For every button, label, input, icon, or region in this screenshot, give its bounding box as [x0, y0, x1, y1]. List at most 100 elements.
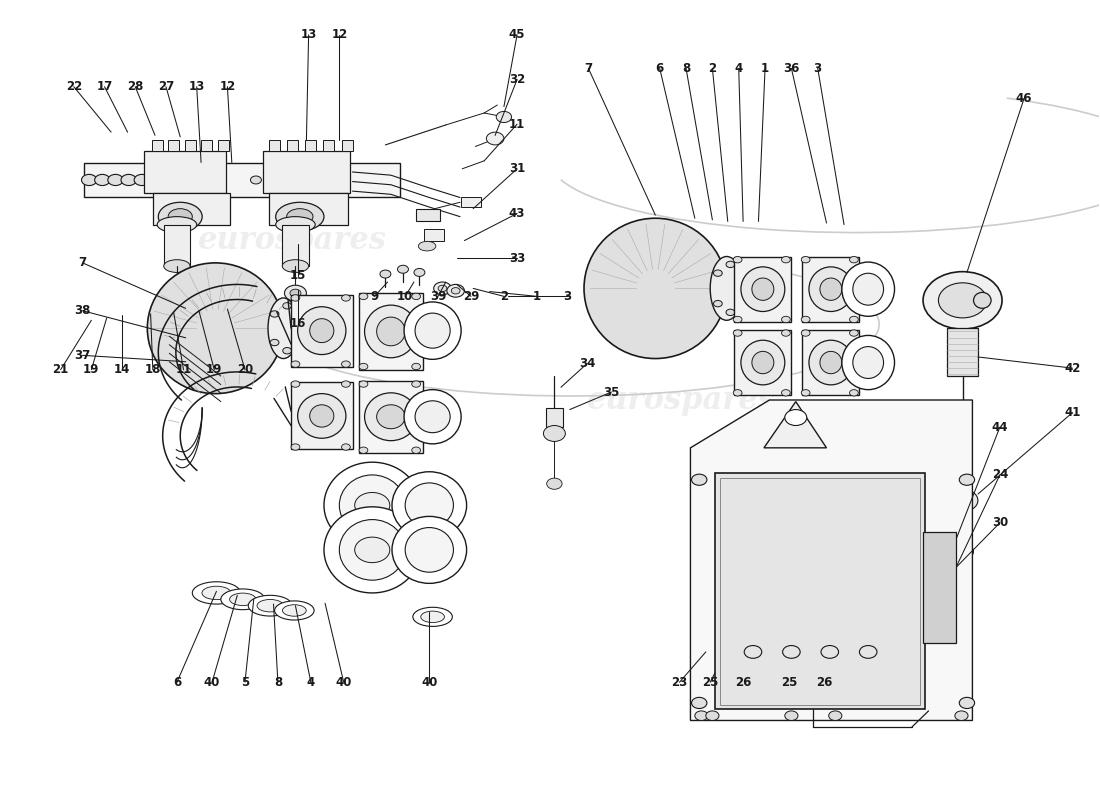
- Circle shape: [849, 330, 858, 336]
- Ellipse shape: [324, 462, 420, 548]
- Bar: [424, 230, 443, 241]
- Text: 45: 45: [509, 28, 526, 42]
- Bar: [546, 408, 563, 427]
- Text: 27: 27: [157, 80, 174, 93]
- Circle shape: [726, 262, 735, 268]
- Ellipse shape: [158, 202, 202, 231]
- Circle shape: [134, 174, 150, 186]
- Circle shape: [828, 711, 842, 721]
- Text: 4: 4: [735, 62, 743, 75]
- Ellipse shape: [147, 263, 284, 394]
- Circle shape: [849, 257, 858, 263]
- Circle shape: [414, 269, 425, 277]
- Circle shape: [172, 289, 183, 297]
- Circle shape: [734, 390, 742, 396]
- Circle shape: [486, 132, 504, 145]
- Circle shape: [283, 347, 292, 354]
- Ellipse shape: [418, 242, 436, 251]
- Circle shape: [397, 266, 408, 274]
- Ellipse shape: [287, 209, 314, 225]
- Bar: [168, 140, 179, 151]
- Ellipse shape: [852, 274, 883, 305]
- Circle shape: [285, 286, 307, 301]
- Bar: [923, 531, 956, 643]
- Text: 2: 2: [499, 290, 508, 303]
- Text: 42: 42: [1064, 362, 1080, 374]
- Text: 8: 8: [682, 62, 690, 75]
- Bar: [185, 140, 196, 151]
- Circle shape: [359, 381, 367, 387]
- Ellipse shape: [842, 262, 894, 316]
- Circle shape: [952, 543, 974, 559]
- Ellipse shape: [808, 267, 852, 311]
- Text: 19: 19: [84, 363, 99, 376]
- Bar: [715, 474, 925, 710]
- Circle shape: [801, 316, 810, 322]
- Text: 38: 38: [75, 304, 91, 318]
- Ellipse shape: [711, 257, 744, 320]
- Circle shape: [411, 293, 420, 299]
- Circle shape: [168, 315, 186, 328]
- Circle shape: [784, 711, 798, 721]
- Circle shape: [734, 330, 742, 336]
- Bar: [735, 257, 791, 322]
- Text: 40: 40: [336, 676, 352, 689]
- Ellipse shape: [415, 401, 450, 433]
- Circle shape: [438, 285, 447, 291]
- Circle shape: [341, 294, 350, 301]
- Circle shape: [745, 646, 762, 658]
- Text: 30: 30: [992, 516, 1008, 530]
- Ellipse shape: [752, 278, 773, 300]
- Circle shape: [354, 493, 389, 518]
- Ellipse shape: [276, 202, 324, 231]
- Bar: [720, 478, 920, 705]
- Circle shape: [947, 490, 978, 512]
- Ellipse shape: [741, 267, 784, 311]
- Bar: [263, 151, 350, 193]
- Text: 3: 3: [814, 62, 822, 75]
- Circle shape: [341, 381, 350, 387]
- Text: 35: 35: [603, 386, 619, 398]
- Circle shape: [959, 698, 975, 709]
- Text: 32: 32: [509, 73, 525, 86]
- Ellipse shape: [298, 394, 345, 438]
- Ellipse shape: [298, 306, 345, 354]
- Circle shape: [695, 711, 708, 721]
- Circle shape: [287, 315, 305, 328]
- Ellipse shape: [202, 586, 231, 600]
- Bar: [461, 197, 481, 207]
- Text: 17: 17: [97, 80, 112, 93]
- Text: 1: 1: [532, 290, 541, 303]
- Text: 34: 34: [579, 357, 595, 370]
- Ellipse shape: [852, 346, 883, 378]
- Circle shape: [292, 444, 300, 450]
- Text: 46: 46: [1015, 92, 1032, 105]
- Text: 29: 29: [463, 290, 480, 303]
- Polygon shape: [764, 402, 826, 448]
- Ellipse shape: [808, 340, 852, 385]
- Circle shape: [121, 174, 136, 186]
- Bar: [153, 193, 230, 225]
- Ellipse shape: [392, 516, 466, 583]
- Text: 6: 6: [656, 62, 663, 75]
- Bar: [292, 294, 352, 366]
- Ellipse shape: [376, 317, 405, 346]
- Circle shape: [781, 257, 790, 263]
- Ellipse shape: [164, 260, 190, 273]
- Ellipse shape: [412, 607, 452, 626]
- Text: 16: 16: [289, 317, 306, 330]
- Text: 5: 5: [241, 676, 249, 689]
- Circle shape: [923, 272, 1002, 329]
- Ellipse shape: [192, 582, 241, 604]
- Ellipse shape: [283, 260, 309, 273]
- Ellipse shape: [283, 605, 306, 616]
- Bar: [802, 330, 859, 395]
- Circle shape: [341, 361, 350, 367]
- Ellipse shape: [324, 507, 420, 593]
- Bar: [164, 225, 190, 266]
- Ellipse shape: [752, 351, 773, 374]
- Text: 26: 26: [735, 676, 751, 689]
- Circle shape: [543, 426, 565, 442]
- Text: 7: 7: [584, 62, 593, 75]
- Circle shape: [108, 174, 123, 186]
